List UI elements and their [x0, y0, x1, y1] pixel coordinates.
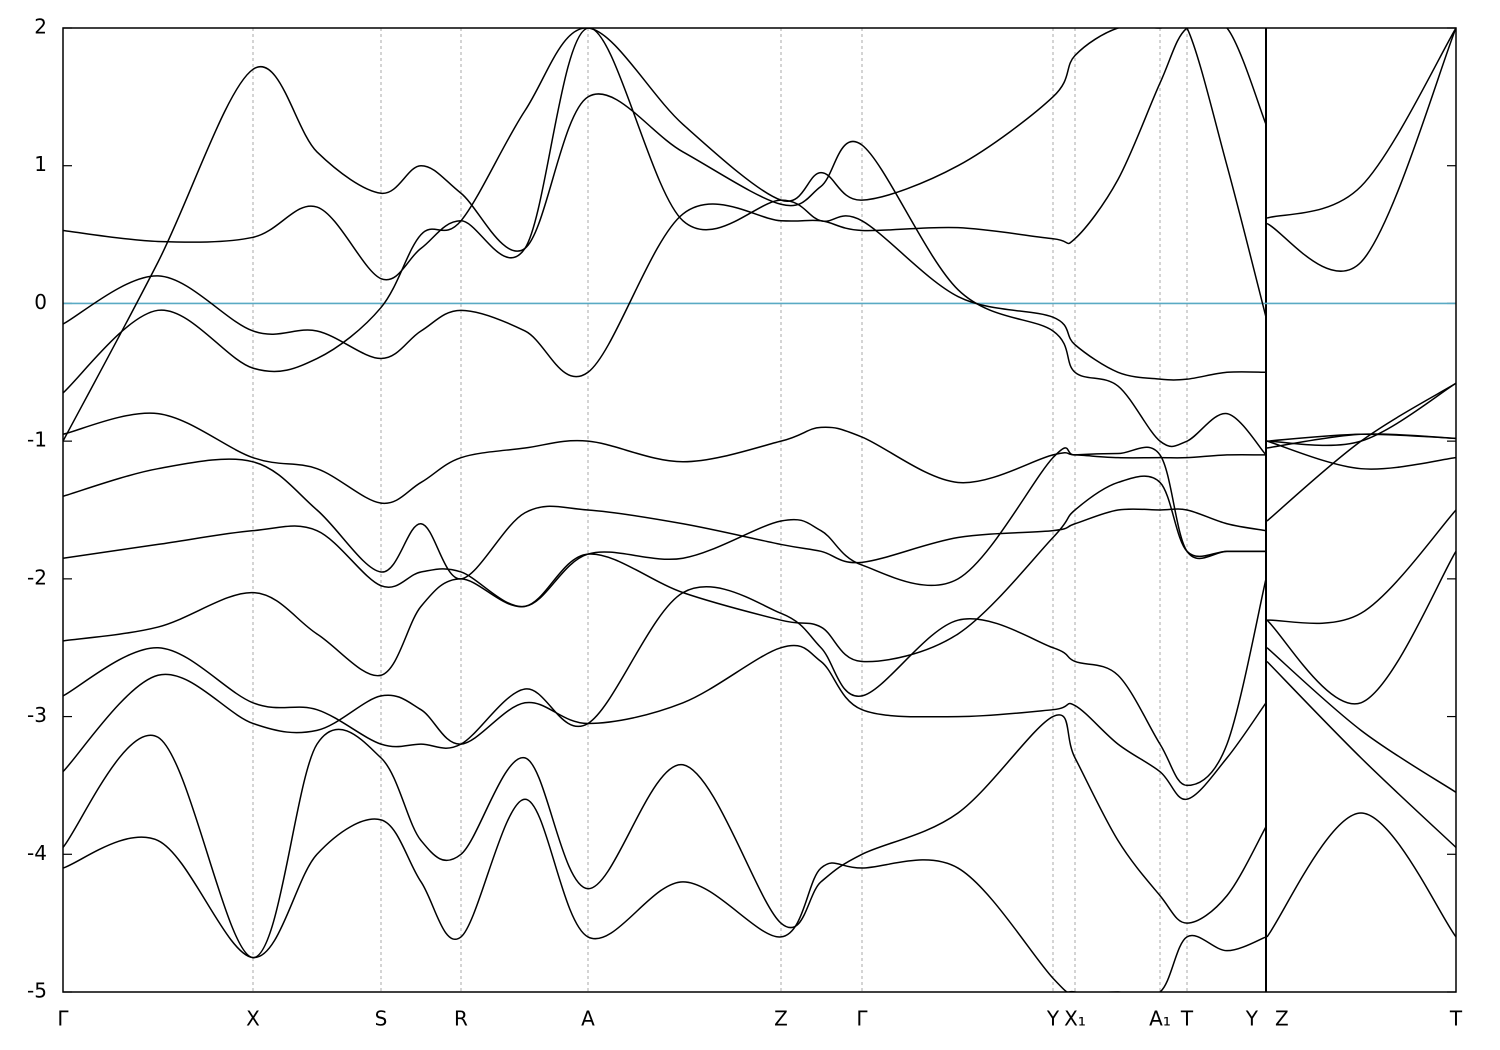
band-line: [63, 28, 1267, 378]
y-tick-label: 0: [34, 290, 47, 314]
x-tick-label: R: [454, 1007, 468, 1031]
x-tick-label: T: [1180, 1007, 1194, 1031]
x-tick-label: Y: [1046, 1007, 1060, 1031]
y-tick-label: 2: [34, 15, 47, 39]
x-tick-label: X: [246, 1007, 260, 1031]
band-line: [63, 475, 1266, 677]
band-line: [1266, 433, 1456, 442]
x-tick-label: S: [375, 1007, 388, 1031]
band-line: [1266, 550, 1456, 705]
y-tick-label: -3: [27, 703, 47, 727]
band-line: [63, 28, 1267, 394]
x-tick-label: Z: [774, 1007, 788, 1031]
y-tick-label: -1: [27, 428, 47, 452]
x-tick-label: Γ: [57, 1007, 69, 1031]
y-tick-label: -2: [27, 565, 47, 589]
band-line: [63, 458, 1267, 580]
band-line: [1266, 812, 1456, 938]
band-line: [63, 644, 1267, 800]
grid-layer: [62, 27, 1457, 993]
band-line: [63, 446, 1266, 608]
y-tick-label: 1: [34, 152, 47, 176]
band-line: [1266, 440, 1456, 470]
band-line: [1266, 28, 1456, 272]
bands-layer: [63, 28, 1456, 992]
band-line: [63, 412, 1267, 504]
band-line: [1266, 647, 1456, 793]
plot-frame: [62, 27, 1457, 993]
x-tick-label: A: [581, 1007, 595, 1031]
x-tick-label: A₁: [1149, 1007, 1171, 1031]
x-tick-label: Γ: [856, 1007, 868, 1031]
band-line: [63, 714, 1267, 959]
band-line: [1266, 660, 1456, 848]
band-line: [63, 798, 1267, 992]
band-line: [63, 578, 1267, 787]
band-line: [1266, 28, 1456, 219]
x-tick-label: T: [1449, 1007, 1463, 1031]
x-tick-label: X₁: [1064, 1007, 1086, 1031]
y-tick-label: -5: [27, 979, 47, 1003]
x-tick-label: Y: [1245, 1007, 1259, 1031]
x-tick-label: Z: [1275, 1007, 1289, 1031]
band-line: [1266, 509, 1456, 625]
band-line: [63, 28, 1267, 381]
band-line: [63, 65, 1267, 456]
band-line: [1266, 382, 1456, 522]
y-tick-label: -4: [27, 841, 47, 865]
